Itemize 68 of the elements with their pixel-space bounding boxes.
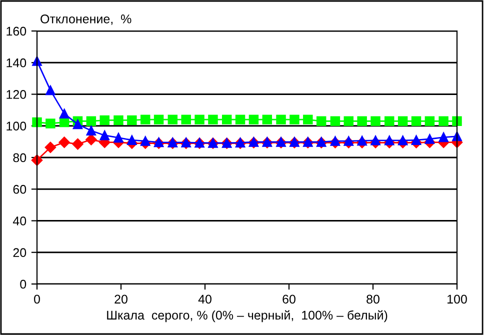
point — [168, 114, 178, 124]
x-tick-label: 0 — [34, 294, 40, 304]
point — [222, 114, 232, 124]
y-tick-label: 120 — [6, 90, 26, 99]
point — [370, 116, 380, 126]
point — [72, 138, 84, 150]
point — [181, 114, 191, 124]
point — [262, 114, 272, 124]
point — [357, 136, 367, 146]
point — [248, 114, 259, 124]
point — [140, 114, 150, 124]
point — [59, 108, 70, 119]
point — [316, 116, 326, 126]
point — [411, 116, 422, 126]
point — [140, 136, 150, 146]
point — [398, 116, 408, 126]
point — [330, 136, 340, 146]
point — [330, 116, 340, 126]
x-axis-title: Шкала серого, % (0% – черный, 100% – белый) — [107, 310, 388, 322]
x-tick-label: 60 — [282, 294, 296, 304]
point — [411, 135, 422, 145]
point — [438, 116, 448, 126]
y-axis-title: Отклонение, % — [40, 14, 132, 25]
point — [276, 114, 286, 124]
point — [154, 114, 164, 124]
point — [194, 114, 204, 124]
point — [290, 114, 300, 124]
y-tick-label: 160 — [6, 26, 26, 36]
y-tick-label: 40 — [12, 216, 26, 226]
y-tick-label: 0 — [20, 280, 26, 289]
y-tick-label: 100 — [6, 122, 26, 131]
point — [452, 116, 462, 126]
point — [127, 135, 137, 145]
point — [100, 130, 110, 140]
y-tick-label: 80 — [13, 153, 26, 162]
point — [114, 115, 124, 126]
point — [208, 114, 218, 124]
point — [424, 134, 435, 144]
x-tick-label: 20 — [114, 294, 128, 304]
x-tick-label: 40 — [198, 294, 212, 304]
point — [303, 114, 313, 124]
point — [100, 115, 110, 126]
x-tick-label: 100 — [448, 294, 467, 304]
point — [235, 114, 246, 124]
point — [46, 118, 56, 128]
y-tick-label: 60 — [13, 184, 26, 194]
point — [398, 136, 408, 146]
point — [384, 116, 394, 126]
point — [86, 116, 96, 126]
point — [344, 116, 354, 126]
point — [438, 132, 448, 142]
point — [344, 136, 354, 146]
y-tick-label: 20 — [13, 248, 26, 258]
point — [72, 119, 83, 130]
point — [114, 132, 124, 143]
point — [424, 116, 435, 126]
point — [44, 142, 56, 153]
point — [31, 154, 43, 166]
point — [46, 85, 56, 96]
point — [357, 116, 367, 126]
point — [127, 115, 137, 126]
y-tick-label: 140 — [6, 58, 26, 68]
x-tick-label: 80 — [366, 294, 380, 304]
point — [58, 136, 70, 148]
point — [370, 136, 380, 146]
point — [86, 134, 97, 146]
point — [384, 136, 394, 146]
point — [86, 126, 96, 136]
